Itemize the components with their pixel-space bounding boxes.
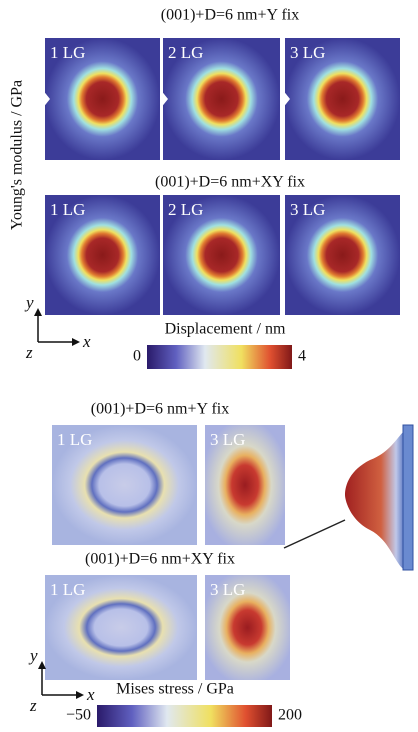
arrow-head [72, 338, 80, 346]
sheet-edge [403, 425, 413, 570]
axis-label: y [28, 646, 38, 665]
panel-label: 3 LG [290, 200, 325, 219]
panel-label: 2 LG [168, 200, 203, 219]
panel-label: 3 LG [290, 43, 325, 62]
axis-label: y [24, 293, 34, 312]
panel-label: 2 LG [168, 43, 203, 62]
axis-label: z [25, 343, 33, 362]
arrow-head [34, 308, 42, 316]
panel-label: 1 LG [57, 430, 92, 449]
colorbar [147, 345, 292, 369]
y-label: Young's modulus / GPa [9, 80, 26, 230]
panel-title: (001)+D=6 nm+Y fix [91, 401, 229, 418]
panel-title: (001)+D=6 nm+Y fix [161, 7, 299, 24]
panel-label: 1 LG [50, 43, 85, 62]
arrow-head [76, 691, 84, 699]
colorbar-max: 200 [278, 707, 302, 724]
arrow-head [38, 661, 46, 669]
panel-label: 3 LG [210, 430, 245, 449]
panel-label: 3 LG [210, 580, 245, 599]
axis-label: x [82, 332, 91, 351]
colorbar-max: 4 [298, 348, 306, 365]
figure: Young's modulus / GPa (001)+D=6 nm+Y fix… [0, 0, 418, 732]
panel-title: (001)+D=6 nm+XY fix [85, 551, 235, 568]
deformed-sheet [345, 430, 405, 570]
panel-label: 1 LG [50, 580, 85, 599]
colorbar-label: Mises stress / GPa [116, 681, 234, 698]
colorbar-min: −50 [66, 707, 91, 724]
axis-label: z [29, 696, 37, 715]
panel-title: (001)+D=6 nm+XY fix [155, 174, 305, 191]
colorbar-label: Displacement / nm [165, 321, 286, 338]
colorbar-min: 0 [133, 348, 141, 365]
panel-label: 1 LG [50, 200, 85, 219]
axis-label: x [86, 685, 95, 704]
pointer [284, 520, 345, 548]
colorbar [97, 705, 272, 727]
